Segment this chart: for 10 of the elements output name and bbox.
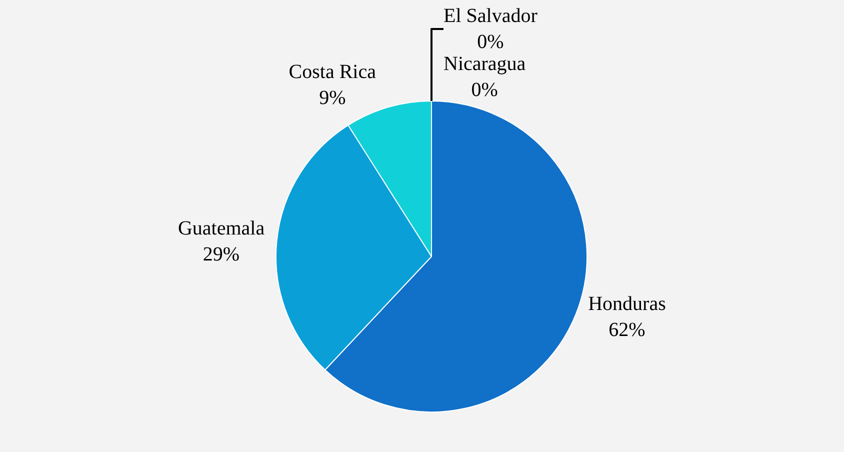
slice-label: Honduras xyxy=(588,292,666,315)
category-label: El Salvador xyxy=(444,5,538,27)
data-label: 62% xyxy=(608,318,646,341)
slice-label: Guatemala xyxy=(178,218,265,240)
slice-label: Costa Rica xyxy=(288,61,376,84)
text: 0% xyxy=(477,31,504,53)
category-label: Nicaragua xyxy=(444,53,526,75)
data-label: 9% xyxy=(319,87,346,110)
data-label: 29% xyxy=(202,244,240,266)
text: 0% xyxy=(471,79,498,101)
